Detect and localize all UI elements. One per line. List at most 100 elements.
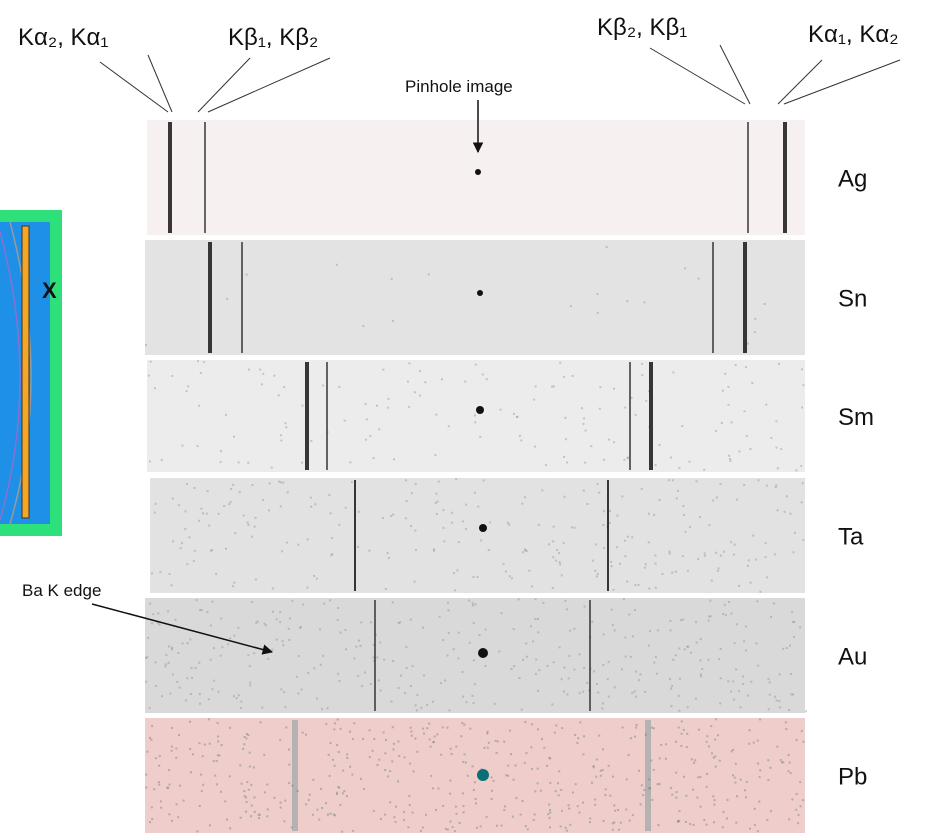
noise: [483, 479, 485, 481]
noise: [365, 439, 367, 441]
noise: [251, 601, 253, 603]
noise: [378, 679, 380, 681]
noise: [577, 737, 579, 739]
noise: [727, 799, 729, 801]
noise: [264, 791, 266, 793]
noise: [243, 515, 245, 517]
strips: [145, 120, 807, 833]
noise: [537, 768, 539, 770]
noise: [594, 570, 596, 572]
noise: [298, 655, 300, 657]
noise: [679, 810, 681, 812]
noise: [387, 407, 389, 409]
noise: [717, 734, 719, 736]
noise: [621, 495, 623, 497]
noise: [722, 390, 724, 392]
spectral-line: [743, 242, 747, 353]
noise: [271, 467, 273, 469]
noise: [777, 467, 779, 469]
noise: [596, 758, 598, 760]
noise: [175, 747, 177, 749]
noise: [676, 497, 678, 499]
noise: [628, 754, 630, 756]
noise: [184, 528, 186, 530]
noise: [758, 801, 760, 803]
noise: [651, 727, 653, 729]
noise: [228, 503, 230, 505]
noise: [724, 604, 726, 606]
noise: [555, 724, 557, 726]
noise: [768, 708, 770, 710]
noise: [597, 573, 599, 575]
noise: [745, 626, 747, 628]
noise: [521, 503, 523, 505]
noise: [697, 558, 699, 560]
noise: [643, 301, 645, 303]
noise: [169, 692, 171, 694]
noise: [720, 677, 722, 679]
noise: [534, 814, 536, 816]
noise: [612, 822, 614, 824]
noise: [288, 749, 290, 751]
noise: [168, 784, 170, 786]
noise: [246, 801, 248, 803]
noise: [706, 741, 708, 743]
noise: [753, 742, 755, 744]
noise: [361, 685, 363, 687]
noise: [722, 826, 724, 828]
noise: [480, 539, 482, 541]
noise: [691, 758, 693, 760]
noise: [189, 639, 191, 641]
noise: [357, 675, 359, 677]
noise: [631, 536, 633, 538]
noise: [686, 733, 688, 735]
noise: [305, 803, 307, 805]
noise: [403, 811, 405, 813]
noise: [473, 702, 475, 704]
noise: [515, 797, 517, 799]
noise: [226, 298, 228, 300]
noise: [699, 659, 701, 661]
noise: [504, 805, 506, 807]
noise: [694, 759, 696, 761]
noise: [649, 630, 651, 632]
noise: [373, 738, 375, 740]
noise: [568, 655, 570, 657]
noise: [708, 745, 710, 747]
noise: [669, 678, 671, 680]
noise: [233, 635, 235, 637]
noise: [776, 699, 778, 701]
noise: [573, 628, 575, 630]
noise: [262, 373, 264, 375]
noise: [585, 430, 587, 432]
noise: [463, 753, 465, 755]
noise: [316, 578, 318, 580]
noise: [749, 828, 751, 830]
noise: [727, 680, 729, 682]
noise: [334, 814, 336, 816]
leader: [148, 55, 172, 112]
noise: [572, 375, 574, 377]
noise: [563, 456, 565, 458]
noise: [450, 748, 452, 750]
noise: [712, 499, 714, 501]
noise: [791, 798, 793, 800]
noise: [748, 743, 750, 745]
noise: [206, 513, 208, 515]
noise: [513, 779, 515, 781]
noise: [790, 673, 792, 675]
noise: [409, 763, 411, 765]
noise: [161, 695, 163, 697]
noise: [308, 799, 310, 801]
noise: [611, 565, 613, 567]
noise: [302, 604, 304, 606]
noise: [198, 662, 200, 664]
noise: [501, 612, 503, 614]
noise: [796, 793, 798, 795]
leader: [720, 45, 750, 104]
noise: [558, 794, 560, 796]
noise: [757, 479, 759, 481]
noise: [469, 728, 471, 730]
noise: [309, 794, 311, 796]
noise: [591, 782, 593, 784]
